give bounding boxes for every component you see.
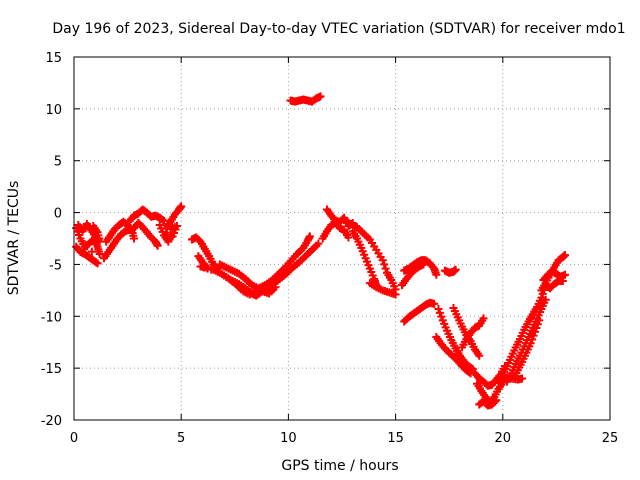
data-point <box>92 258 101 267</box>
chart-title: Day 196 of 2023, Sidereal Day-to-day VTE… <box>52 21 625 37</box>
data-point <box>529 331 538 340</box>
data-point <box>560 251 569 260</box>
data-point <box>271 283 280 292</box>
data-point <box>93 259 102 268</box>
data-point <box>558 277 567 286</box>
data-points <box>72 92 569 410</box>
grid <box>74 57 610 420</box>
axis-ticks <box>73 56 611 421</box>
data-point <box>465 368 474 377</box>
data-point <box>430 299 439 308</box>
data-point <box>479 314 488 323</box>
data-point <box>391 290 400 299</box>
data-point <box>518 374 527 383</box>
data-point <box>537 293 546 302</box>
y-tick-label: -20 <box>41 414 62 429</box>
data-point <box>344 233 353 242</box>
x-tick-label: 10 <box>280 431 297 446</box>
data-point <box>316 92 325 101</box>
data-point <box>437 312 446 321</box>
tick-labels: 0 5 10 15 20 25 -20 -15 -10 -5 0 5 10 15 <box>41 51 619 446</box>
y-tick-label: 15 <box>45 51 62 66</box>
data-point <box>153 241 162 250</box>
data-point <box>87 247 96 256</box>
x-tick-label: 15 <box>387 431 404 446</box>
y-tick-label: 10 <box>45 103 62 118</box>
data-point <box>492 396 501 405</box>
data-point <box>434 305 443 314</box>
data-point <box>305 232 314 241</box>
data-point <box>177 202 186 211</box>
y-tick-label: -10 <box>41 310 62 325</box>
data-point <box>432 270 441 279</box>
data-point <box>528 335 537 344</box>
data-point <box>314 239 323 248</box>
data-point <box>451 265 460 274</box>
x-tick-label: 0 <box>70 431 78 446</box>
data-point <box>160 216 169 225</box>
data-point <box>532 324 541 333</box>
data-point <box>530 327 539 336</box>
x-tick-label: 5 <box>177 431 185 446</box>
plot-area-frame <box>73 56 611 421</box>
data-point <box>560 270 569 279</box>
data-point <box>533 320 542 329</box>
data-point <box>381 264 390 273</box>
data-point <box>435 308 444 317</box>
y-tick-label: -15 <box>41 362 62 377</box>
data-point <box>490 397 499 406</box>
data-point <box>130 234 139 243</box>
data-point <box>541 295 550 304</box>
data-point <box>475 351 484 360</box>
x-tick-label: 25 <box>602 431 619 446</box>
data-point <box>419 260 428 269</box>
y-tick-label: -5 <box>49 258 62 273</box>
x-tick-label: 20 <box>495 431 512 446</box>
data-point <box>89 222 98 231</box>
data-point <box>535 316 544 325</box>
y-tick-label: 0 <box>54 207 62 222</box>
data-point <box>158 215 167 224</box>
data-point <box>378 256 387 265</box>
y-axis-title: SDTVAR / TECUs <box>6 181 22 296</box>
data-point <box>164 234 173 243</box>
x-axis-title: GPS time / hours <box>281 458 398 474</box>
data-point <box>526 339 535 348</box>
data-point <box>95 250 104 259</box>
data-point <box>380 260 389 269</box>
y-tick-label: 5 <box>54 155 62 170</box>
